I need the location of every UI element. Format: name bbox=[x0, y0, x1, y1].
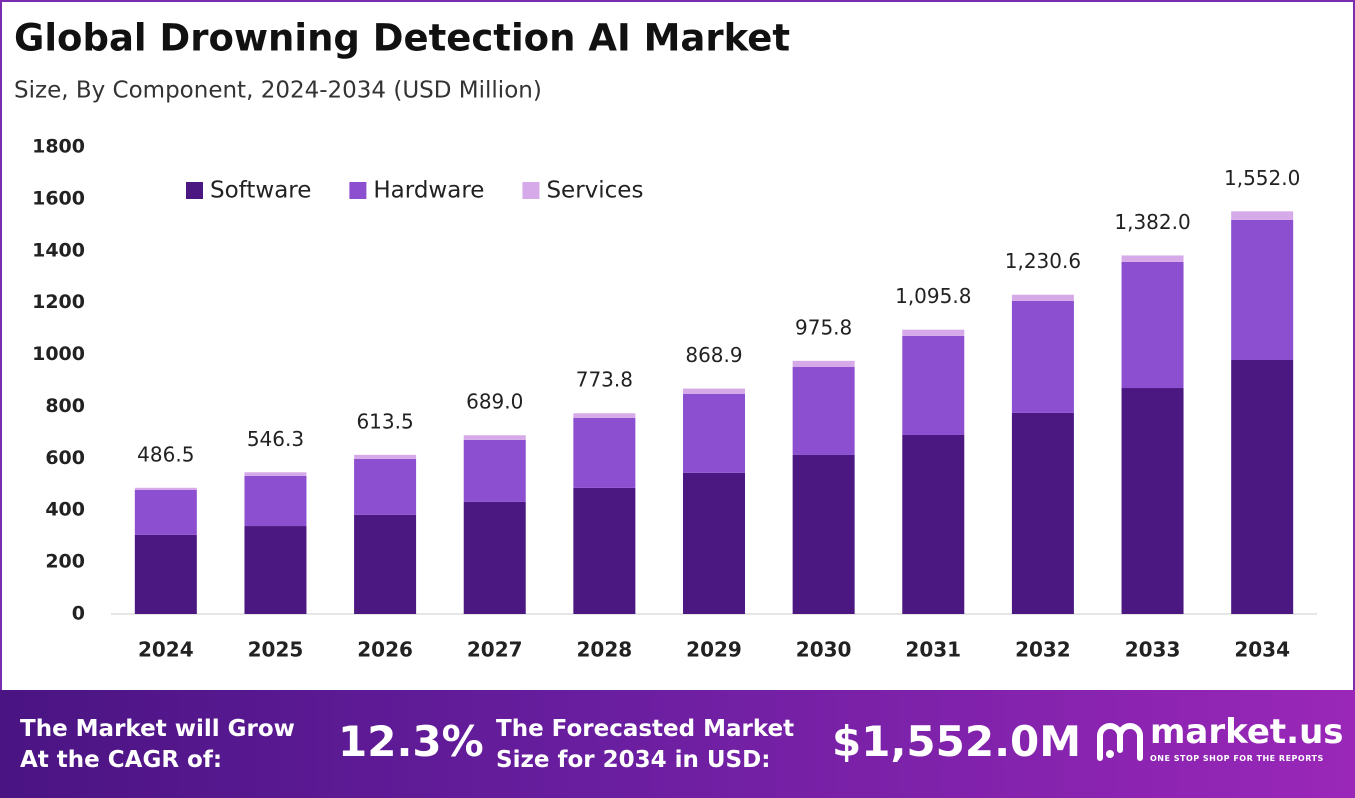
bar-segment bbox=[573, 487, 636, 614]
bar-segment bbox=[134, 487, 197, 490]
total-label: 1,552.0 bbox=[1224, 166, 1300, 190]
legend-label: Hardware bbox=[373, 178, 484, 204]
forecast-label-line: The Forecasted Market bbox=[496, 716, 795, 742]
total-label: 486.5 bbox=[137, 442, 194, 466]
bar-segment bbox=[902, 335, 965, 435]
x-tick-label: 2031 bbox=[905, 638, 961, 662]
bar-segment bbox=[792, 360, 855, 368]
chart-subtitle: Size, By Component, 2024-2034 (USD Milli… bbox=[14, 78, 542, 104]
bar-segment bbox=[902, 434, 965, 614]
x-tick-label: 2029 bbox=[686, 638, 742, 662]
y-tick-label: 1400 bbox=[32, 239, 85, 261]
bar-segment bbox=[573, 413, 636, 418]
x-tick-label: 2026 bbox=[357, 638, 413, 662]
bar-segment bbox=[1121, 255, 1184, 262]
total-label: 1,382.0 bbox=[1114, 210, 1190, 234]
bar-segment bbox=[1121, 261, 1184, 389]
forecast-value: $1,552.0M bbox=[832, 717, 1082, 766]
x-tick-label: 2034 bbox=[1234, 638, 1290, 662]
bar-segment bbox=[463, 439, 526, 502]
bar-segment bbox=[134, 489, 197, 535]
bar-segment bbox=[1011, 300, 1074, 413]
cagr-label-line: At the CAGR of: bbox=[20, 747, 223, 773]
y-tick-label: 600 bbox=[45, 447, 85, 469]
brand-logo bbox=[1097, 723, 1143, 761]
brand: market.us bbox=[1150, 712, 1344, 752]
bar-segment bbox=[902, 329, 965, 336]
legend-swatch bbox=[522, 182, 540, 199]
y-tick-label: 1800 bbox=[32, 136, 85, 158]
cagr-label-line: The Market will Grow bbox=[20, 716, 295, 742]
bar-segment bbox=[134, 534, 197, 614]
bar-segment bbox=[1011, 294, 1074, 301]
x-tick-label: 2027 bbox=[467, 638, 523, 662]
x-tick-label: 2032 bbox=[1015, 638, 1071, 662]
legend-swatch bbox=[186, 182, 203, 199]
footer: The Market will Grow At the CAGR of: 12.… bbox=[0, 690, 1355, 798]
legend-label: Services bbox=[546, 178, 643, 204]
bar-segment bbox=[354, 514, 417, 614]
bar-segment bbox=[244, 472, 307, 476]
chart: Global Drowning Detection AI Market Size… bbox=[14, 17, 1317, 662]
y-tick-label: 1200 bbox=[32, 291, 85, 313]
bar-segment bbox=[463, 501, 526, 614]
chart-title: Global Drowning Detection AI Market bbox=[14, 17, 790, 60]
bar-segment bbox=[354, 454, 417, 459]
bar-segment bbox=[463, 435, 526, 440]
x-tick-label: 2024 bbox=[138, 638, 194, 662]
y-tick-label: 800 bbox=[45, 395, 85, 417]
total-label: 689.0 bbox=[466, 390, 523, 414]
bar-segment bbox=[244, 526, 307, 614]
y-tick-label: 1600 bbox=[32, 187, 85, 209]
tagline: ONE STOP SHOP FOR THE REPORTS bbox=[1150, 754, 1324, 763]
bar-segment bbox=[244, 475, 307, 527]
bar-segment bbox=[683, 393, 745, 473]
bar-segment bbox=[354, 458, 417, 515]
total-label: 1,230.6 bbox=[1005, 249, 1081, 273]
bar-segment bbox=[1231, 360, 1294, 614]
bar-segment bbox=[1231, 219, 1294, 361]
x-tick-label: 2028 bbox=[577, 638, 633, 662]
y-tick-label: 400 bbox=[45, 499, 85, 521]
bar-segment bbox=[683, 472, 745, 614]
total-label: 975.8 bbox=[795, 315, 852, 339]
y-tick-label: 200 bbox=[45, 551, 85, 573]
cagr-value: 12.3% bbox=[338, 717, 484, 766]
x-tick-label: 2030 bbox=[796, 638, 852, 662]
y-tick-label: 1000 bbox=[32, 343, 85, 365]
forecast-label-line: Size for 2034 in USD: bbox=[496, 747, 771, 773]
bar-segment bbox=[1011, 412, 1074, 614]
legend-label: Software bbox=[210, 178, 311, 204]
bar-segment bbox=[792, 454, 855, 614]
total-label: 613.5 bbox=[356, 409, 413, 433]
x-tick-label: 2025 bbox=[248, 638, 304, 662]
bar-segment bbox=[1121, 388, 1184, 614]
total-label: 868.9 bbox=[685, 343, 742, 367]
cagr-label: The Market will Grow At the CAGR of: bbox=[20, 714, 295, 776]
total-label: 1,095.8 bbox=[895, 284, 971, 308]
legend-swatch bbox=[349, 182, 367, 199]
bar-segment bbox=[1231, 211, 1294, 220]
total-label: 773.8 bbox=[576, 368, 633, 392]
forecast-label: The Forecasted Market Size for 2034 in U… bbox=[496, 714, 794, 776]
bar-segment bbox=[573, 417, 636, 488]
total-label: 546.3 bbox=[247, 427, 304, 451]
y-tick-label: 0 bbox=[72, 603, 85, 625]
bar-segment bbox=[792, 367, 855, 455]
x-tick-label: 2033 bbox=[1125, 638, 1181, 662]
bar-segment bbox=[683, 388, 745, 394]
